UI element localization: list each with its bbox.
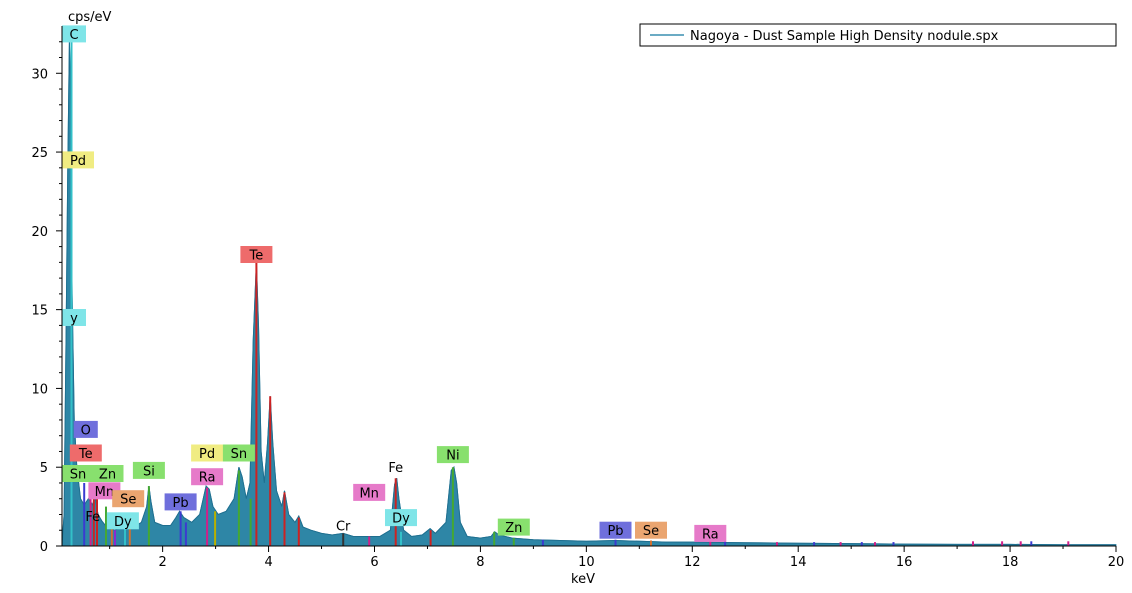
element-label-box bbox=[222, 444, 255, 462]
element-label-box bbox=[191, 444, 224, 462]
element-label-text: Pb bbox=[607, 524, 623, 539]
element-label-text: Pd bbox=[70, 154, 86, 169]
element-label-box bbox=[62, 465, 94, 482]
element-label-box bbox=[353, 483, 386, 501]
y-tick-label: 10 bbox=[31, 382, 48, 397]
x-axis-label: keV bbox=[571, 572, 595, 587]
element-label-text: Ni bbox=[446, 449, 459, 464]
element-label-box bbox=[69, 444, 102, 462]
element-label: Fe bbox=[85, 510, 100, 525]
element-label: Sn bbox=[62, 465, 94, 483]
element-label-text: O bbox=[81, 423, 91, 438]
axes: 2 4 6 8 10 12 14 16 18 20 0 5 10 15 20 25 30 bbox=[31, 26, 1124, 570]
legend-series-name: Nagoya - Dust Sample High Density nodule… bbox=[690, 29, 999, 44]
y-tick-label: 20 bbox=[31, 225, 48, 240]
element-label-text: Mn bbox=[95, 485, 114, 500]
element-label: Se bbox=[112, 490, 145, 508]
x-tick-label: 18 bbox=[1002, 555, 1019, 570]
element-label-text: Zn bbox=[99, 468, 116, 483]
element-label-text: Cr bbox=[336, 520, 351, 535]
element-label-text: Ra bbox=[199, 471, 216, 486]
element-label: Zn bbox=[91, 465, 124, 483]
element-label: Dy bbox=[385, 509, 417, 527]
element-label-box bbox=[106, 512, 139, 530]
element-label-text: Te bbox=[78, 447, 93, 462]
element-label: Zn bbox=[497, 518, 530, 536]
y-tick-label: 5 bbox=[40, 461, 48, 476]
y-tick-label: 30 bbox=[31, 67, 48, 82]
element-label: y bbox=[62, 309, 86, 327]
element-label-text: y bbox=[70, 312, 78, 327]
element-label-box bbox=[62, 309, 86, 326]
element-label-box bbox=[62, 25, 86, 43]
element-label-box bbox=[240, 246, 273, 263]
element-label-text: Fe bbox=[85, 510, 100, 525]
legend: Nagoya - Dust Sample High Density nodule… bbox=[639, 23, 1117, 47]
element-label: Pd bbox=[62, 151, 94, 169]
element-label-text: C bbox=[69, 28, 78, 43]
element-label: C bbox=[62, 25, 86, 43]
y-tick-label: 25 bbox=[31, 146, 48, 161]
legend-box bbox=[639, 23, 1117, 47]
x-tick-label: 2 bbox=[158, 555, 166, 570]
element-label-text: Dy bbox=[114, 515, 132, 530]
x-tick-label: 12 bbox=[684, 555, 701, 570]
element-label: Fe bbox=[388, 461, 403, 476]
y-axis-label: cps/eV bbox=[68, 10, 112, 25]
element-label-text: Se bbox=[643, 524, 659, 539]
x-tick-label: 8 bbox=[476, 555, 484, 570]
element-label: Pb bbox=[599, 521, 632, 539]
element-label: Ra bbox=[191, 468, 224, 486]
element-labels: C Pd y O Te Sn Zn Mn Fe Se Dy Si Pb Pd Ra Sn Te Cr Mn Fe Dy N… bbox=[62, 25, 727, 542]
element-label: Te bbox=[69, 444, 102, 462]
element-label: Pb bbox=[164, 493, 197, 511]
element-label-box bbox=[73, 420, 98, 438]
element-label-text: Mn bbox=[359, 486, 378, 501]
element-label-box bbox=[191, 468, 224, 486]
element-label: Te bbox=[240, 246, 273, 264]
element-label-text: Dy bbox=[392, 512, 410, 527]
y-tick-label: 15 bbox=[31, 304, 48, 319]
element-label: Ra bbox=[694, 524, 727, 542]
element-label: Se bbox=[635, 521, 667, 539]
element-label-box bbox=[132, 461, 165, 479]
element-label-text: Te bbox=[249, 249, 264, 264]
element-label-box bbox=[91, 465, 124, 482]
element-label-box bbox=[436, 446, 469, 464]
element-label: Si bbox=[132, 461, 165, 479]
element-label-box bbox=[385, 509, 417, 527]
x-tick-label: 20 bbox=[1108, 555, 1125, 570]
element-label: Ni bbox=[436, 446, 469, 464]
element-label: Dy bbox=[106, 512, 139, 530]
element-label-text: Pd bbox=[199, 447, 215, 462]
element-label: Sn bbox=[222, 444, 255, 462]
element-label-text: Fe bbox=[388, 461, 403, 476]
element-label-text: Sn bbox=[70, 468, 87, 483]
element-label: Cr bbox=[336, 520, 351, 535]
element-marker-lines bbox=[70, 41, 1070, 546]
element-label-text: Pb bbox=[173, 496, 189, 511]
element-label: Mn bbox=[353, 483, 386, 501]
x-tick-label: 14 bbox=[790, 555, 807, 570]
element-label-box bbox=[62, 151, 94, 169]
element-label-box bbox=[694, 524, 727, 542]
x-tick-label: 4 bbox=[264, 555, 272, 570]
element-label: O bbox=[73, 420, 98, 438]
element-label-text: Ra bbox=[702, 527, 719, 542]
y-tick-label: 0 bbox=[40, 540, 48, 555]
element-label-text: Sn bbox=[231, 447, 248, 462]
element-label-box bbox=[112, 490, 145, 508]
element-label-text: Zn bbox=[505, 521, 522, 536]
element-label-box bbox=[599, 521, 632, 539]
element-label-box bbox=[164, 493, 197, 511]
element-label-box bbox=[635, 521, 667, 539]
x-tick-label: 10 bbox=[578, 555, 595, 570]
element-label-text: Se bbox=[120, 493, 136, 508]
x-tick-label: 16 bbox=[896, 555, 913, 570]
element-label-box bbox=[497, 518, 530, 536]
element-label-text: Si bbox=[143, 464, 155, 479]
element-label: Pd bbox=[191, 444, 224, 462]
x-tick-label: 6 bbox=[370, 555, 378, 570]
